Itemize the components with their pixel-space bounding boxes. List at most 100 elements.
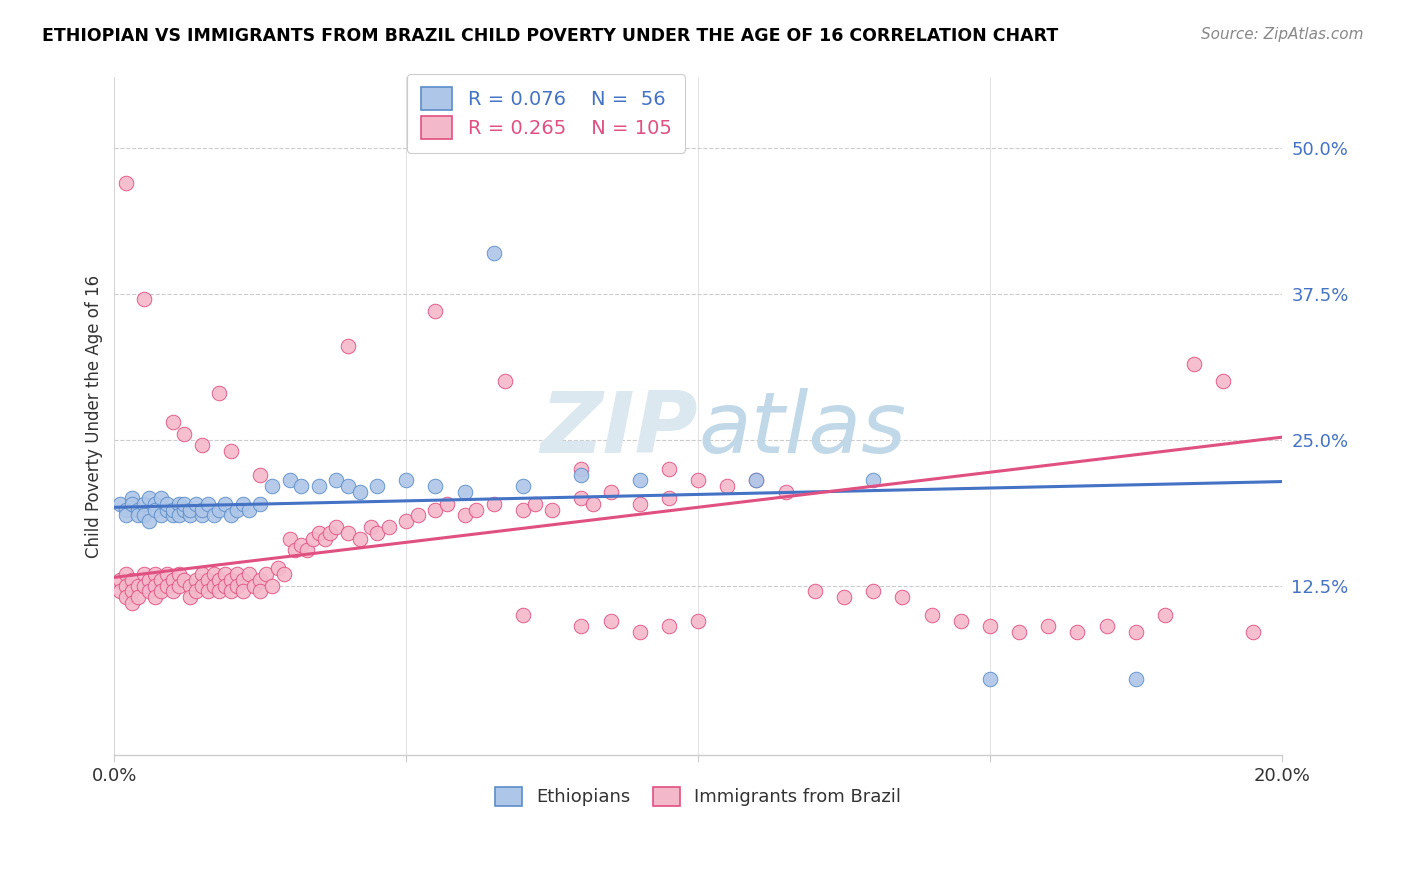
Point [115,591,138,605]
Point [138,573,160,587]
Point [214,566,236,581]
Point [1125,625,1147,640]
Point [110,497,132,511]
Point [162,584,184,599]
Point [115,508,138,523]
Point [132,578,155,592]
Point [482,497,505,511]
Point [360,520,382,534]
Point [569,491,592,505]
Point [1154,607,1177,622]
Point [658,461,681,475]
Point [167,508,190,523]
Point [132,508,155,523]
Point [156,578,179,592]
Point [138,491,160,505]
Point [208,502,231,516]
Point [121,596,143,610]
Point [143,502,166,516]
Point [349,485,371,500]
Point [202,508,225,523]
Point [569,461,592,475]
Text: ZIP: ZIP [540,388,697,471]
Point [121,491,143,505]
Point [436,497,458,511]
Point [179,508,201,523]
Point [173,502,195,516]
Y-axis label: Child Poverty Under the Age of 16: Child Poverty Under the Age of 16 [86,275,103,558]
Text: Source: ZipAtlas.com: Source: ZipAtlas.com [1201,27,1364,42]
Point [1241,625,1264,640]
Point [1182,357,1205,371]
Point [243,578,266,592]
Point [804,584,827,599]
Point [156,566,179,581]
Point [208,385,231,400]
Point [278,474,301,488]
Point [278,532,301,546]
Point [184,573,207,587]
Point [745,474,768,488]
Point [512,607,534,622]
Point [232,573,254,587]
Point [110,573,132,587]
Point [143,591,166,605]
Point [249,467,271,482]
Point [191,578,214,592]
Point [115,176,138,190]
Point [979,619,1001,633]
Point [336,339,359,353]
Point [179,578,201,592]
Point [115,578,138,592]
Point [921,607,943,622]
Point [1008,625,1031,640]
Point [254,566,277,581]
Point [191,566,214,581]
Point [143,497,166,511]
Point [512,502,534,516]
Point [406,508,429,523]
Point [862,584,884,599]
Point [232,584,254,599]
Point [267,561,290,575]
Point [862,474,884,488]
Point [143,566,166,581]
Point [336,526,359,541]
Point [127,578,149,592]
Point [1095,619,1118,633]
Point [453,485,475,500]
Point [260,479,283,493]
Point [582,497,605,511]
Point [295,543,318,558]
Point [775,485,797,500]
Point [167,578,190,592]
Point [949,614,972,628]
Point [219,584,242,599]
Point [465,502,488,516]
Point [191,508,214,523]
Point [197,573,219,587]
Point [686,614,709,628]
Point [290,479,312,493]
Point [569,619,592,633]
Point [127,508,149,523]
Point [132,293,155,307]
Point [115,566,138,581]
Point [599,485,621,500]
Point [745,474,768,488]
Point [658,619,681,633]
Point [202,566,225,581]
Point [121,573,143,587]
Point [395,514,418,528]
Point [127,591,149,605]
Point [425,479,447,493]
Point [162,508,184,523]
Point [197,497,219,511]
Point [1125,672,1147,686]
Point [686,474,709,488]
Point [249,573,271,587]
Point [226,566,249,581]
Point [219,573,242,587]
Point [377,520,399,534]
Point [425,502,447,516]
